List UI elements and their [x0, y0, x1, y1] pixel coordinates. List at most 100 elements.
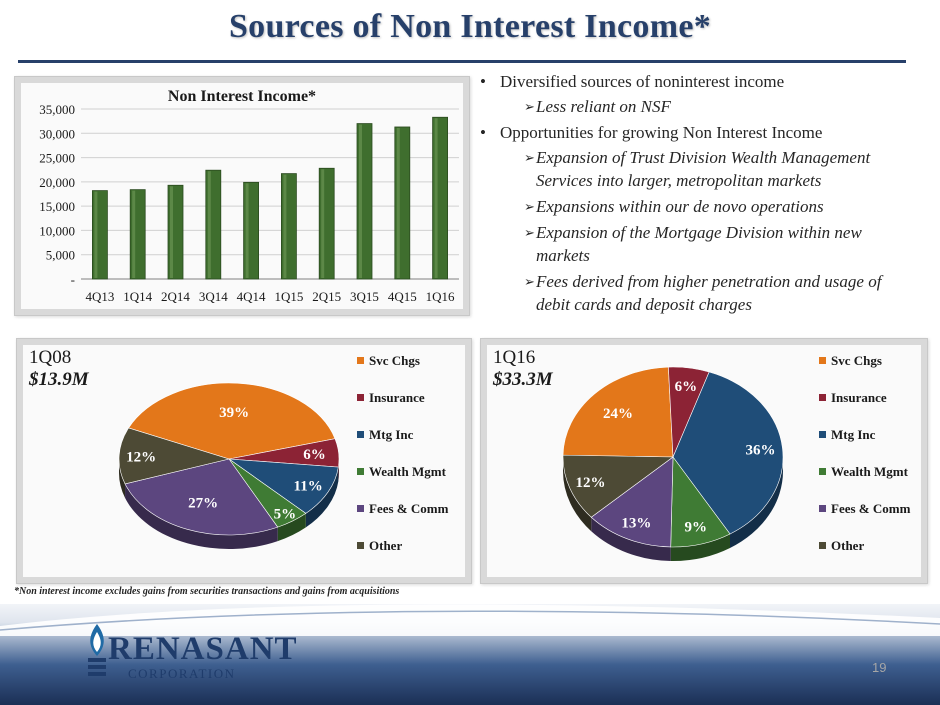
x-tick-label: 2Q14 — [161, 289, 190, 304]
legend-swatch — [819, 431, 826, 438]
bar-highlight — [359, 124, 362, 278]
pie-data-label: 12% — [126, 449, 156, 465]
legend-swatch — [357, 357, 364, 364]
legend-label: Insurance — [369, 390, 425, 405]
bullet-list: Diversified sources of noninterest incom… — [478, 70, 918, 319]
y-tick-label: 30,000 — [39, 126, 75, 141]
x-tick-label: 4Q13 — [85, 289, 114, 304]
pie-slice — [672, 371, 784, 535]
x-tick-label: 3Q15 — [350, 289, 379, 304]
bar-highlight — [132, 190, 136, 278]
pie-data-label: 39% — [219, 405, 249, 421]
y-tick-label: 10,000 — [39, 223, 75, 238]
footer-wave — [0, 604, 940, 636]
legend-swatch — [819, 394, 826, 401]
pie-data-label: 6% — [303, 447, 326, 463]
pie-slice-side — [305, 467, 339, 528]
x-tick-label: 3Q14 — [199, 289, 228, 304]
sub-bullet-item: Expansion of Trust Division Wealth Manag… — [478, 146, 918, 192]
pie-amount: $13.9M — [29, 369, 89, 390]
footnote: *Non interest income excludes gains from… — [14, 586, 400, 597]
y-tick-label: 5,000 — [46, 248, 75, 263]
pie-slice — [562, 454, 674, 518]
x-tick-label: 1Q15 — [274, 289, 303, 304]
y-tick-label: - — [71, 272, 75, 287]
bar-chart-panel: Non Interest Income* - 5,000 10,000 15,000 20… — [14, 76, 470, 316]
bar-highlight — [207, 171, 211, 278]
bar-highlight — [396, 127, 400, 278]
legend-label: Mtg Inc — [369, 427, 414, 442]
title-divider — [18, 60, 906, 63]
pie-slice — [562, 366, 674, 458]
bar-chart: Non Interest Income* - 5,000 10,000 15,000 20… — [39, 88, 459, 304]
pie-slice — [227, 458, 339, 514]
pie-chart-1q08: 39% 6% 11% 5% 27% 12% Svc Chgs Insurance Mtg Inc… — [118, 353, 449, 553]
legend-label: Wealth Mgmt — [369, 464, 447, 479]
pie-data-label: 27% — [188, 496, 218, 512]
pie-data-label: 6% — [675, 379, 698, 395]
x-tick-label: 4Q15 — [388, 289, 417, 304]
bullet-item: Diversified sources of noninterest incom… — [478, 70, 918, 93]
pie-data-label: 11% — [294, 479, 323, 495]
legend-swatch — [819, 505, 826, 512]
sub-bullet-item: Fees derived from higher penetration and… — [478, 270, 918, 316]
bar-highlight — [321, 169, 325, 278]
legend-label: Wealth Mgmt — [831, 464, 909, 479]
chart-title: Non Interest Income* — [168, 88, 316, 105]
legend-label: Svc Chgs — [369, 353, 420, 368]
pie-slice-side — [119, 459, 126, 498]
x-tick-label: 1Q16 — [426, 289, 455, 304]
pie-amount: $33.3M — [493, 369, 553, 390]
pie-data-label: 24% — [603, 406, 633, 422]
bullet-item: Opportunities for growing Non Interest I… — [478, 121, 918, 144]
sub-bullet-item: Expansions within our de novo operations — [478, 195, 918, 218]
pie-title-1q08: 1Q08 $13.9M — [29, 347, 89, 391]
logo-wordmark: RENASANT — [108, 631, 298, 667]
legend-swatch — [357, 542, 364, 549]
pie-data-label: 9% — [685, 520, 708, 536]
legend-swatch — [819, 542, 826, 549]
x-tick-label: 2Q15 — [312, 289, 341, 304]
bar-highlight — [434, 118, 438, 278]
bar-highlight — [245, 183, 249, 278]
legend-label: Fees & Comm — [369, 501, 449, 516]
renasant-logo-icon — [88, 624, 106, 676]
pie-slice-side — [729, 457, 783, 548]
page-number: 19 — [872, 660, 887, 675]
y-tick-label: 15,000 — [39, 199, 75, 214]
legend-swatch — [819, 357, 826, 364]
pie-data-label: 13% — [621, 515, 651, 531]
pie-period: 1Q16 — [493, 347, 536, 368]
pie-data-label: 36% — [746, 442, 776, 458]
legend-label: Fees & Comm — [831, 501, 911, 516]
legend-label: Other — [831, 538, 864, 553]
legend-swatch — [357, 505, 364, 512]
pie-period: 1Q08 — [29, 347, 72, 368]
pie-data-label: 12% — [576, 475, 606, 491]
y-tick-label: 35,000 — [39, 102, 75, 117]
legend-label: Svc Chgs — [831, 353, 882, 368]
pie-panel-1q08: 1Q08 $13.9M 39% 6% 11% 5% 27% 12% Svc Chgs Insu… — [16, 338, 472, 584]
legend-swatch — [357, 394, 364, 401]
pie-data-label: 5% — [274, 507, 297, 523]
y-tick-label: 25,000 — [39, 151, 75, 166]
logo-subtitle: CORPORATION — [128, 666, 236, 681]
pie-chart-1q16: 24% 6% 36% 9% 13% 12% Svc Chgs Insurance Mtg Inc… — [562, 353, 911, 561]
pie-slice-side — [591, 517, 671, 561]
bar-highlight — [170, 186, 173, 278]
legend-swatch — [357, 431, 364, 438]
sub-bullet-item: Expansion of the Mortgage Division withi… — [478, 221, 918, 267]
legend-label: Other — [369, 538, 402, 553]
legend-label: Mtg Inc — [831, 427, 876, 442]
legend-swatch — [357, 468, 364, 475]
legend-label: Insurance — [831, 390, 887, 405]
bar-highlight — [283, 174, 287, 278]
legend-swatch — [819, 468, 826, 475]
bar-highlight — [94, 191, 98, 278]
pie-panel-1q16: 1Q16 $33.3M 24% 6% 36% 9% 13% 12% Svc Chgs Insu… — [480, 338, 928, 584]
sub-bullet-item: Less reliant on NSF — [478, 95, 918, 118]
pie-title-1q16: 1Q16 $33.3M — [493, 347, 553, 391]
y-tick-label: 20,000 — [39, 175, 75, 190]
pie-slice-side — [277, 513, 306, 542]
pie-slice-side — [125, 483, 278, 549]
